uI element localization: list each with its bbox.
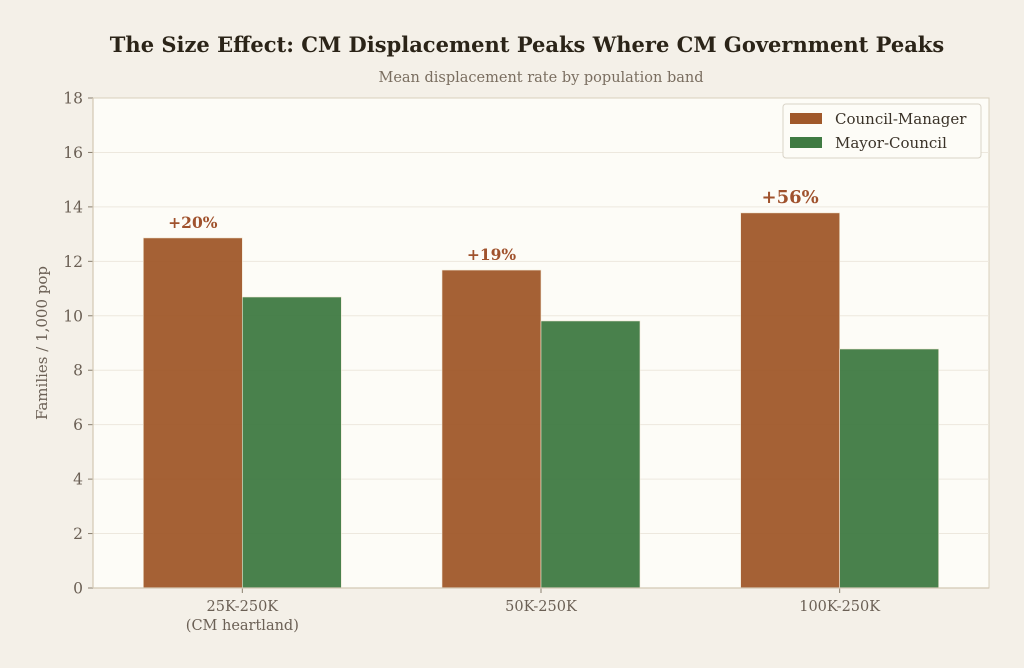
y-axis-ticks: 0 2 4 6 8 10 12 14 16 18 [63,90,94,598]
legend-label-council-manager: Council-Manager [835,110,967,128]
legend-label-mayor-council: Mayor-Council [835,134,947,152]
bar-council-manager-2 [740,212,840,589]
x-tick-label: 25K-250K [207,599,280,615]
annotation-label: +19% [467,245,517,264]
legend-swatch-council-manager [790,113,822,124]
y-tick-label: 16 [63,144,83,162]
y-tick-label: 0 [73,580,83,598]
x-tick-label: 100K-250K [799,599,881,615]
y-tick-label: 14 [63,198,83,216]
annotation-label: +56% [762,187,819,208]
bar-council-manager-1 [441,269,542,589]
x-tick-label: 50K-250K [505,599,578,615]
y-tick-label: 12 [63,253,83,271]
annotations: +20% +19% +56% [168,187,819,264]
x-tick-sublabel: (CM heartland) [186,618,299,634]
y-tick-label: 2 [73,525,83,543]
bar-mayor-council-1 [540,320,641,589]
legend: Council-Manager Mayor-Council [782,103,982,159]
y-tick-label: 10 [63,307,83,325]
legend-swatch-mayor-council [790,137,822,148]
chart-subtitle: Mean displacement rate by population ban… [378,70,703,86]
y-tick-label: 8 [73,362,83,380]
y-tick-label: 18 [63,90,83,108]
bar-mayor-council-2 [839,348,939,589]
y-tick-label: 6 [73,416,83,434]
x-axis-ticks: 25K-250K (CM heartland) 50K-250K 100K-250K [93,587,989,634]
annotation-label: +20% [168,213,218,232]
chart-title: The Size Effect: CM Displacement Peaks W… [110,32,944,57]
bars [143,212,939,589]
bar-council-manager-0 [143,237,243,589]
legend-box [782,103,982,159]
y-axis-label: Families / 1,000 pop [33,266,51,420]
y-tick-label: 4 [73,471,83,489]
bar-mayor-council-0 [242,296,342,589]
